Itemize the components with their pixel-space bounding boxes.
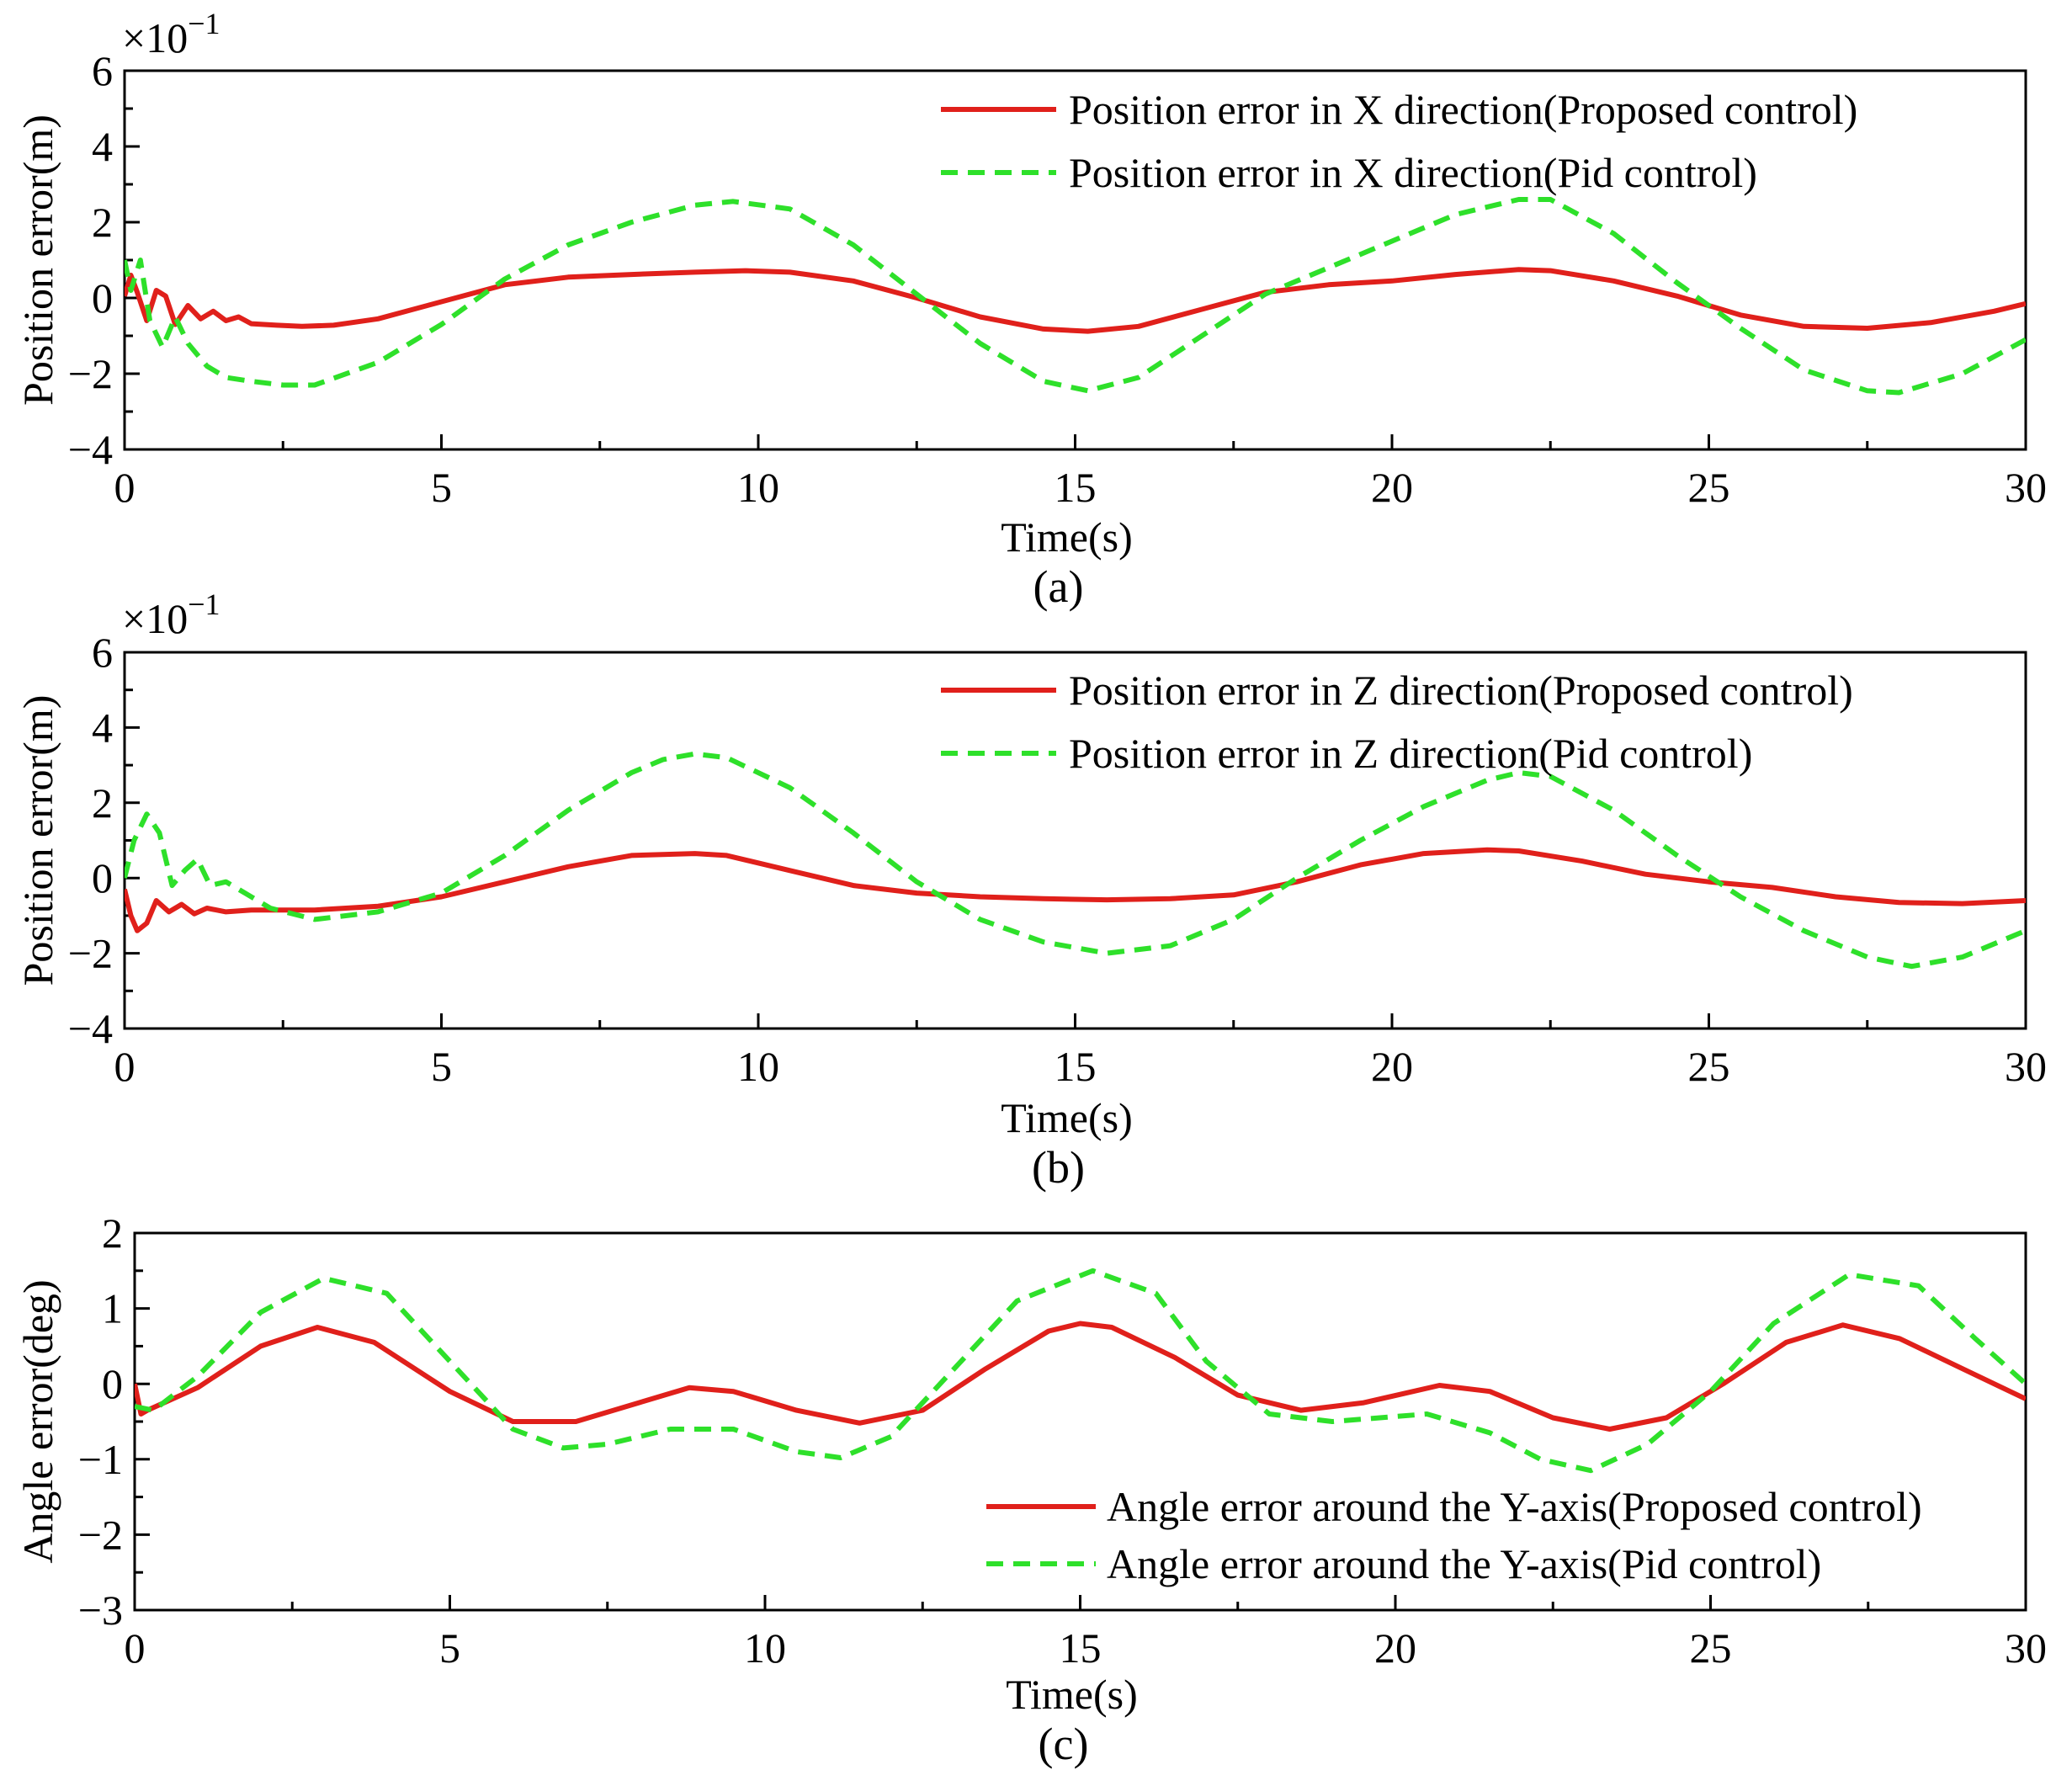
y-tick-label: 6 xyxy=(92,629,113,676)
x-tick-label: 30 xyxy=(2005,464,2047,511)
panel-caption: (a) xyxy=(1033,561,1084,612)
series-line-proposed xyxy=(125,267,2026,334)
x-tick-label: 5 xyxy=(439,1624,460,1672)
y-tick-label: 2 xyxy=(92,199,113,246)
x-tick-label: 15 xyxy=(1055,1043,1097,1090)
y-tick-label: −4 xyxy=(68,426,113,473)
panel-caption: (c) xyxy=(1039,1719,1089,1769)
y-tick-label: 6 xyxy=(92,47,113,94)
panel-caption: (b) xyxy=(1032,1142,1085,1193)
y-axis-title: Position error(m) xyxy=(14,695,61,986)
x-tick-label: 15 xyxy=(1060,1624,1102,1672)
x-tick-label: 20 xyxy=(1371,464,1413,511)
x-tick-label: 10 xyxy=(737,1043,779,1090)
legend-label: Angle error around the Y-axis(Pid contro… xyxy=(1107,1540,1821,1587)
y-tick-label: −4 xyxy=(68,1005,113,1052)
y-tick-label: 1 xyxy=(102,1285,123,1332)
y-tick-label: −3 xyxy=(78,1587,123,1634)
x-tick-label: 0 xyxy=(114,1043,135,1090)
x-tick-label: 30 xyxy=(2005,1624,2047,1672)
y-tick-label: 0 xyxy=(92,274,113,322)
x-axis-title: Time(s) xyxy=(1001,1094,1133,1141)
series-line-pid xyxy=(135,1268,2026,1474)
legend-label: Position error in Z direction(Proposed c… xyxy=(1069,667,1853,714)
y-tick-label: 2 xyxy=(102,1209,123,1257)
x-tick-label: 25 xyxy=(1688,1043,1730,1090)
x-tick-label: 0 xyxy=(114,464,135,511)
x-tick-label: 25 xyxy=(1688,464,1730,511)
x-tick-label: 0 xyxy=(125,1624,146,1672)
y-tick-label: −2 xyxy=(68,930,113,977)
y-tick-label: 0 xyxy=(92,854,113,901)
chart-panel-2: 0 5 10 15 20 25 30 −4 −2 0 2 4 6 Position error in Z … xyxy=(14,587,2047,1193)
legend-label: Position error in X direction(Pid contro… xyxy=(1069,149,1757,196)
series-line-pid xyxy=(125,197,2026,396)
legend-label: Angle error around the Y-axis(Proposed c… xyxy=(1107,1483,1922,1530)
x-tick-label: 15 xyxy=(1055,464,1097,511)
y-tick-label: 4 xyxy=(92,704,113,751)
y-tick-label: −1 xyxy=(78,1436,123,1483)
y-axis-title: Position error(m) xyxy=(14,114,61,406)
y-tick-label: 2 xyxy=(92,779,113,827)
x-tick-label: 25 xyxy=(1690,1624,1732,1672)
x-tick-label: 20 xyxy=(1374,1624,1416,1672)
series-line-proposed xyxy=(125,847,2026,933)
x-axis-title: Time(s) xyxy=(1006,1671,1138,1718)
x-tick-label: 10 xyxy=(744,1624,786,1672)
legend-label: Position error in Z direction(Pid contro… xyxy=(1069,730,1752,777)
chart-panel-3: 0 5 10 15 20 25 30 −3 −2 −1 0 1 2 Angle error around … xyxy=(14,1209,2047,1769)
scale-note: ×10−1 xyxy=(122,7,220,61)
y-tick-label: −2 xyxy=(68,350,113,397)
y-axis-title: Angle error(deg) xyxy=(14,1279,61,1563)
scale-note: ×10−1 xyxy=(122,587,220,642)
series-line-pid xyxy=(125,751,2026,970)
y-tick-label: 0 xyxy=(102,1360,123,1407)
series-line-proposed xyxy=(135,1321,2026,1432)
x-tick-label: 5 xyxy=(431,1043,452,1090)
y-tick-label: −2 xyxy=(78,1511,123,1558)
x-tick-label: 20 xyxy=(1371,1043,1413,1090)
x-tick-label: 30 xyxy=(2005,1043,2047,1090)
x-tick-label: 5 xyxy=(431,464,452,511)
legend-label: Position error in X direction(Proposed c… xyxy=(1069,86,1857,133)
x-tick-label: 10 xyxy=(737,464,779,511)
x-axis-title: Time(s) xyxy=(1001,513,1133,561)
chart-panel-1: 0 5 10 15 20 25 30 −4 −2 0 2 4 6 Position error in X … xyxy=(14,7,2047,612)
y-tick-label: 4 xyxy=(92,123,113,170)
